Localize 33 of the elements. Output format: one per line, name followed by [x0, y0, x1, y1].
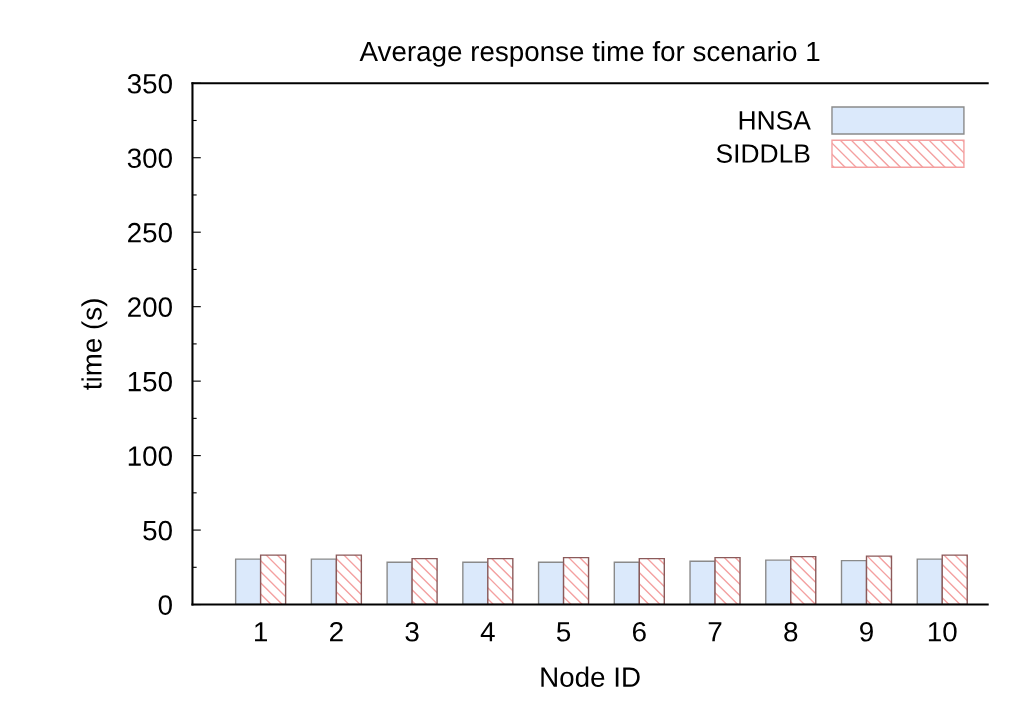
- y-tick-label: 150: [128, 371, 172, 392]
- x-tick-label: 9: [860, 621, 873, 642]
- x-tick-label: 6: [632, 621, 646, 642]
- y-tick-label: 100: [128, 446, 172, 466]
- y-tick-label: 0: [158, 595, 172, 615]
- x-tick-label: 5: [556, 622, 571, 642]
- bar: [310, 558, 338, 605]
- bar: [689, 560, 716, 605]
- legend-label: SIDDLB: [716, 144, 810, 163]
- x-tick-label: 7: [708, 622, 722, 642]
- y-tick-label: 200: [128, 297, 172, 317]
- bar: [613, 561, 640, 605]
- x-tick-label: 10: [928, 621, 957, 642]
- y-tick-label: 300: [127, 148, 172, 169]
- x-tick-label: 8: [784, 621, 798, 642]
- x-axis-title: Node ID: [541, 666, 640, 687]
- bar: [462, 561, 489, 605]
- x-tick-label: 4: [480, 622, 495, 642]
- y-tick-label: 250: [128, 222, 172, 243]
- bar: [765, 559, 792, 605]
- chart-title: Average response time for scenario 1: [359, 40, 820, 67]
- y-tick-label: 50: [143, 520, 172, 541]
- x-tick-label: 3: [405, 621, 419, 642]
- bar: [840, 559, 868, 605]
- x-tick-label: 2: [330, 621, 343, 642]
- bar: [537, 561, 565, 605]
- bar: [234, 558, 262, 605]
- bar: [916, 558, 943, 605]
- legend-label: HNSA: [739, 111, 811, 130]
- y-tick-label: 350: [127, 73, 172, 94]
- y-axis-title: time (s): [81, 299, 108, 390]
- bar: [386, 561, 413, 605]
- x-tick-label: 1: [255, 622, 267, 642]
